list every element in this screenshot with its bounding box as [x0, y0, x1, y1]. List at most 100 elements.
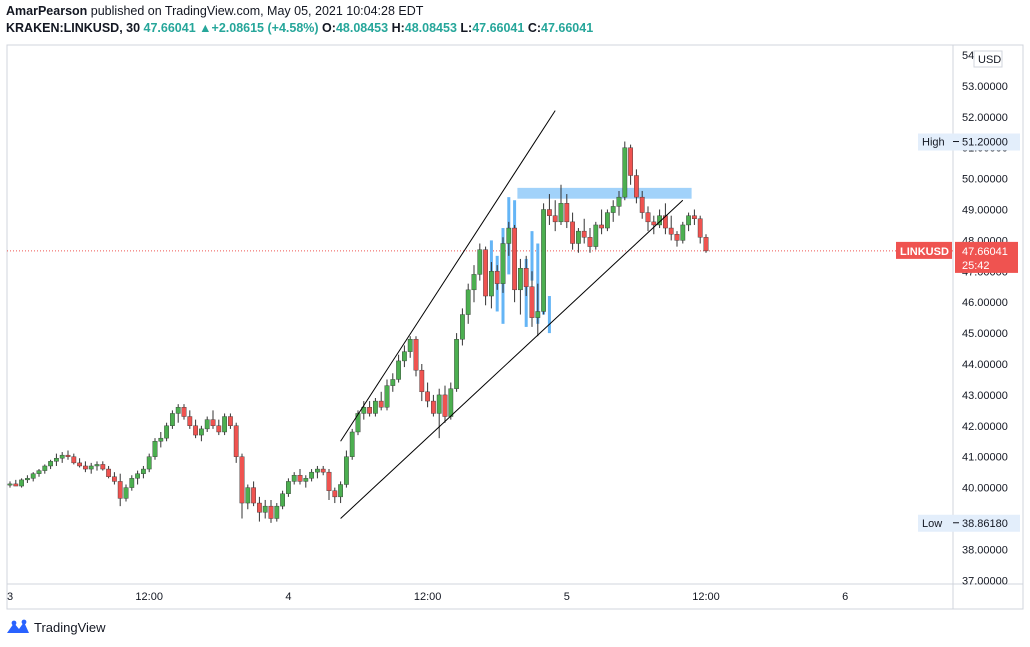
candle — [344, 450, 349, 488]
candle-body — [164, 425, 169, 439]
candle-body — [65, 454, 71, 457]
candle — [169, 410, 175, 429]
candle — [558, 184, 564, 225]
candle — [425, 382, 430, 408]
candle — [77, 458, 83, 468]
publish-line: AmarPearson published on TradingView.com… — [6, 4, 423, 18]
candle — [216, 419, 222, 436]
candle — [349, 428, 355, 460]
candle — [581, 218, 587, 244]
candle-body — [402, 351, 407, 362]
candle-body — [332, 490, 338, 498]
candle — [622, 141, 628, 201]
candle — [315, 465, 320, 479]
currency-box[interactable] — [973, 50, 1003, 68]
candle — [59, 452, 65, 463]
symbol-legend: KRAKEN:LINKUSD, 30 47.66041 ▲+2.08615 (+… — [6, 21, 593, 35]
candle — [25, 475, 30, 483]
candle — [576, 228, 581, 253]
high-value: 48.08453 — [404, 21, 457, 35]
candle-body — [117, 481, 123, 499]
candle-body — [651, 221, 657, 226]
currency-label: USD — [978, 54, 1001, 66]
candle — [7, 481, 13, 488]
candle — [645, 206, 651, 232]
candle-body — [460, 314, 465, 340]
candle-body — [663, 215, 668, 229]
candle-body — [303, 478, 309, 482]
tradingview-logo-icon — [7, 619, 29, 633]
candle-body — [88, 465, 94, 470]
candle-body — [349, 431, 355, 457]
candle — [251, 481, 256, 507]
candle-body — [581, 230, 587, 238]
candle — [158, 431, 164, 448]
time-tick-label: 12:00 — [692, 591, 720, 603]
candle-body — [436, 394, 442, 414]
candle-body — [286, 481, 291, 494]
candle-body — [431, 400, 436, 414]
publish-info: published on TradingView.com, May 05, 20… — [90, 4, 424, 18]
candle-body — [297, 475, 303, 482]
candle — [384, 379, 390, 411]
symbol-name[interactable]: KRAKEN:LINKUSD, 30 — [6, 21, 141, 35]
candle — [65, 450, 71, 460]
candle — [436, 388, 442, 439]
candle-body — [570, 221, 576, 244]
candle — [692, 209, 697, 225]
candle — [245, 484, 251, 510]
candle — [227, 413, 233, 429]
candle — [471, 265, 477, 303]
candle — [564, 194, 570, 229]
candle — [286, 478, 291, 497]
candle — [494, 265, 500, 290]
candle — [100, 461, 106, 471]
low-value-text: 38.86180 — [962, 518, 1008, 530]
lower-trend-line[interactable] — [340, 199, 684, 519]
candle — [309, 469, 314, 482]
candle-body — [54, 458, 59, 462]
candle — [697, 215, 703, 244]
candle-body — [135, 473, 140, 479]
resistance-zone[interactable] — [517, 187, 692, 199]
candle — [541, 203, 547, 315]
candle-body — [7, 483, 13, 486]
candle-body — [576, 230, 581, 244]
candle — [175, 404, 181, 423]
candle — [628, 144, 634, 185]
candle — [610, 200, 616, 222]
candle-body — [373, 400, 378, 414]
candle — [187, 410, 193, 429]
candle — [30, 472, 36, 482]
candle — [523, 255, 529, 297]
candle — [13, 479, 19, 487]
candle — [378, 391, 384, 411]
candle-body — [227, 416, 233, 426]
candle-body — [518, 268, 523, 291]
time-tick-label: 12:00 — [414, 591, 442, 603]
candle-body — [48, 461, 54, 467]
candle-body — [262, 505, 268, 513]
price-tick-label: 40.00000 — [962, 483, 1008, 495]
price-tick-label: 37.00000 — [962, 575, 1008, 587]
candle — [489, 262, 494, 309]
candle — [361, 401, 367, 420]
candle-body — [396, 360, 401, 380]
candle — [680, 221, 686, 244]
close-value: 47.66041 — [541, 21, 594, 35]
author-name[interactable]: AmarPearson — [6, 4, 88, 18]
candle — [605, 209, 610, 232]
close-label: C: — [527, 21, 542, 35]
candle — [599, 209, 605, 235]
upper-trend-line[interactable] — [340, 110, 556, 442]
candle-body — [668, 227, 674, 235]
footer-brand[interactable]: TradingView — [6, 619, 106, 635]
candle — [512, 224, 518, 303]
candle — [651, 215, 657, 235]
candle-body — [36, 470, 42, 474]
candle — [639, 190, 645, 219]
candle — [164, 422, 169, 442]
candle-body — [198, 428, 204, 436]
candle-body — [280, 493, 285, 507]
